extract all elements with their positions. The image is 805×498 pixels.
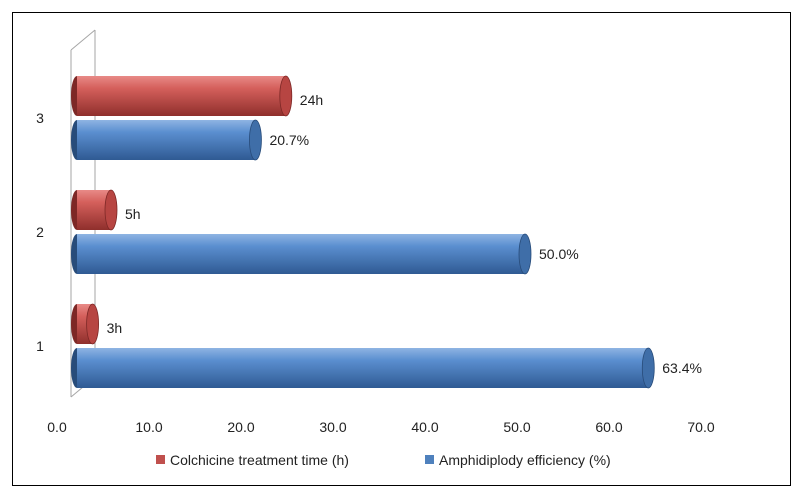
legend-item: Colchicine treatment time (h) [156, 452, 349, 468]
bar-body [77, 348, 649, 388]
y-tick-label: 1 [36, 338, 44, 354]
x-tick-label: 60.0 [595, 419, 622, 435]
bar-end-cap [104, 189, 118, 231]
legend-label: Colchicine treatment time (h) [170, 452, 349, 468]
x-tick-label: 10.0 [135, 419, 162, 435]
data-label: 20.7% [269, 132, 309, 148]
x-tick-label: 20.0 [227, 419, 254, 435]
y-tick-label: 2 [36, 224, 44, 240]
x-tick-label: 50.0 [503, 419, 530, 435]
x-tick-label: 40.0 [411, 419, 438, 435]
x-axis: 0.0 10.0 20.0 30.0 40.0 50.0 60.0 70.0 [47, 419, 715, 435]
bar-end-cap [279, 75, 293, 117]
bar-end-cap [518, 233, 532, 275]
y-axis: 1 2 3 [36, 110, 44, 354]
bar [71, 347, 655, 389]
bar-body [77, 234, 525, 274]
data-label: 24h [300, 92, 323, 108]
legend-swatch [425, 455, 434, 464]
bar-body [77, 120, 256, 160]
bar [71, 119, 262, 161]
bar-end-cap [641, 347, 655, 389]
x-tick-label: 0.0 [47, 419, 67, 435]
bar [71, 189, 118, 231]
x-tick-label: 30.0 [319, 419, 346, 435]
bar [71, 75, 293, 117]
bar [71, 303, 99, 345]
bar-body [77, 76, 286, 116]
data-label: 3h [107, 320, 123, 336]
bar [71, 233, 532, 275]
legend-swatch [156, 455, 165, 464]
plot-area [71, 75, 655, 389]
x-tick-label: 70.0 [687, 419, 714, 435]
data-label: 50.0% [539, 246, 579, 262]
legend: Colchicine treatment time (h) Amphidiplod… [156, 452, 611, 468]
legend-label: Amphidiplody efficiency (%) [439, 452, 611, 468]
bar-end-cap [249, 119, 262, 161]
y-tick-label: 3 [36, 110, 44, 126]
legend-item: Amphidiplody efficiency (%) [425, 452, 611, 468]
data-label: 5h [125, 206, 141, 222]
side-wall-top-edge [70, 29, 96, 51]
bar-end-cap [86, 303, 99, 345]
data-label: 63.4% [662, 360, 702, 376]
data-labels: 3h 63.4% 5h 50.0% 24h 20.7% [107, 92, 702, 376]
